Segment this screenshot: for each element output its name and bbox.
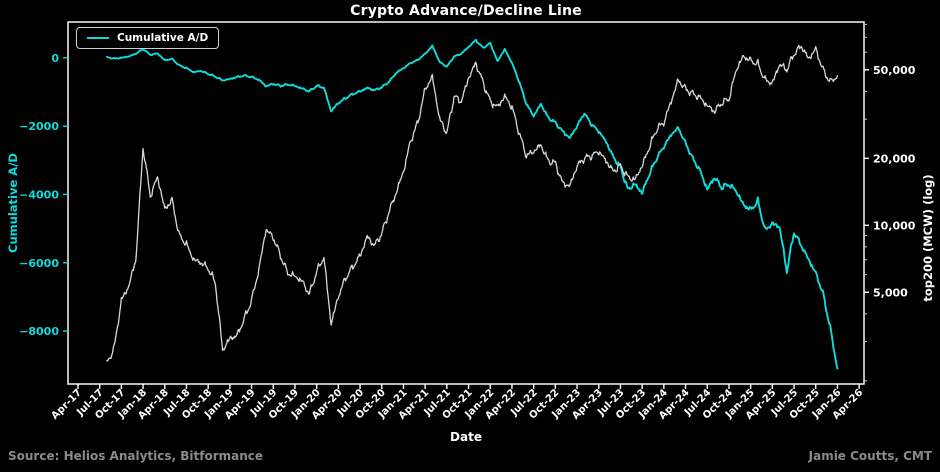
legend-line-swatch: [87, 37, 109, 39]
y-axis-right: 50,000 20,000 10,000 5,000: [864, 23, 916, 382]
svg-text:10,000: 10,000: [873, 219, 916, 232]
svg-text:Apr-17: Apr-17: [50, 387, 85, 422]
author-credit: Jamie Coutts, CMT: [808, 449, 932, 463]
svg-text:−6000: −6000: [19, 257, 59, 270]
svg-text:20,000: 20,000: [873, 152, 916, 165]
legend-item-label: Cumulative A/D: [117, 32, 209, 44]
svg-text:50,000: 50,000: [873, 64, 916, 77]
svg-text:0: 0: [51, 52, 59, 65]
chart-title: Crypto Advance/Decline Line: [350, 3, 582, 19]
y-axis-left: 0 −2000 −4000 −6000 −8000: [19, 52, 68, 338]
x-axis-label: Date: [450, 430, 482, 444]
x-axis: Apr-17Jul-17Oct-17Jan-18Apr-18Jul-18Oct-…: [50, 384, 865, 422]
axes: [67, 21, 865, 385]
svg-text:−8000: −8000: [19, 325, 59, 338]
legend: Cumulative A/D: [76, 27, 220, 49]
svg-text:−2000: −2000: [19, 120, 59, 133]
left-axis-label: Cumulative A/D: [6, 153, 20, 253]
series-top200-mcw: [106, 44, 839, 362]
svg-text:5,000: 5,000: [873, 286, 908, 299]
svg-text:−4000: −4000: [19, 188, 59, 201]
source-credit: Source: Helios Analytics, Bitformance: [8, 449, 264, 463]
series-cumulative-ad: [105, 38, 839, 370]
right-axis-label: top200 (MCW) (log): [921, 174, 935, 302]
